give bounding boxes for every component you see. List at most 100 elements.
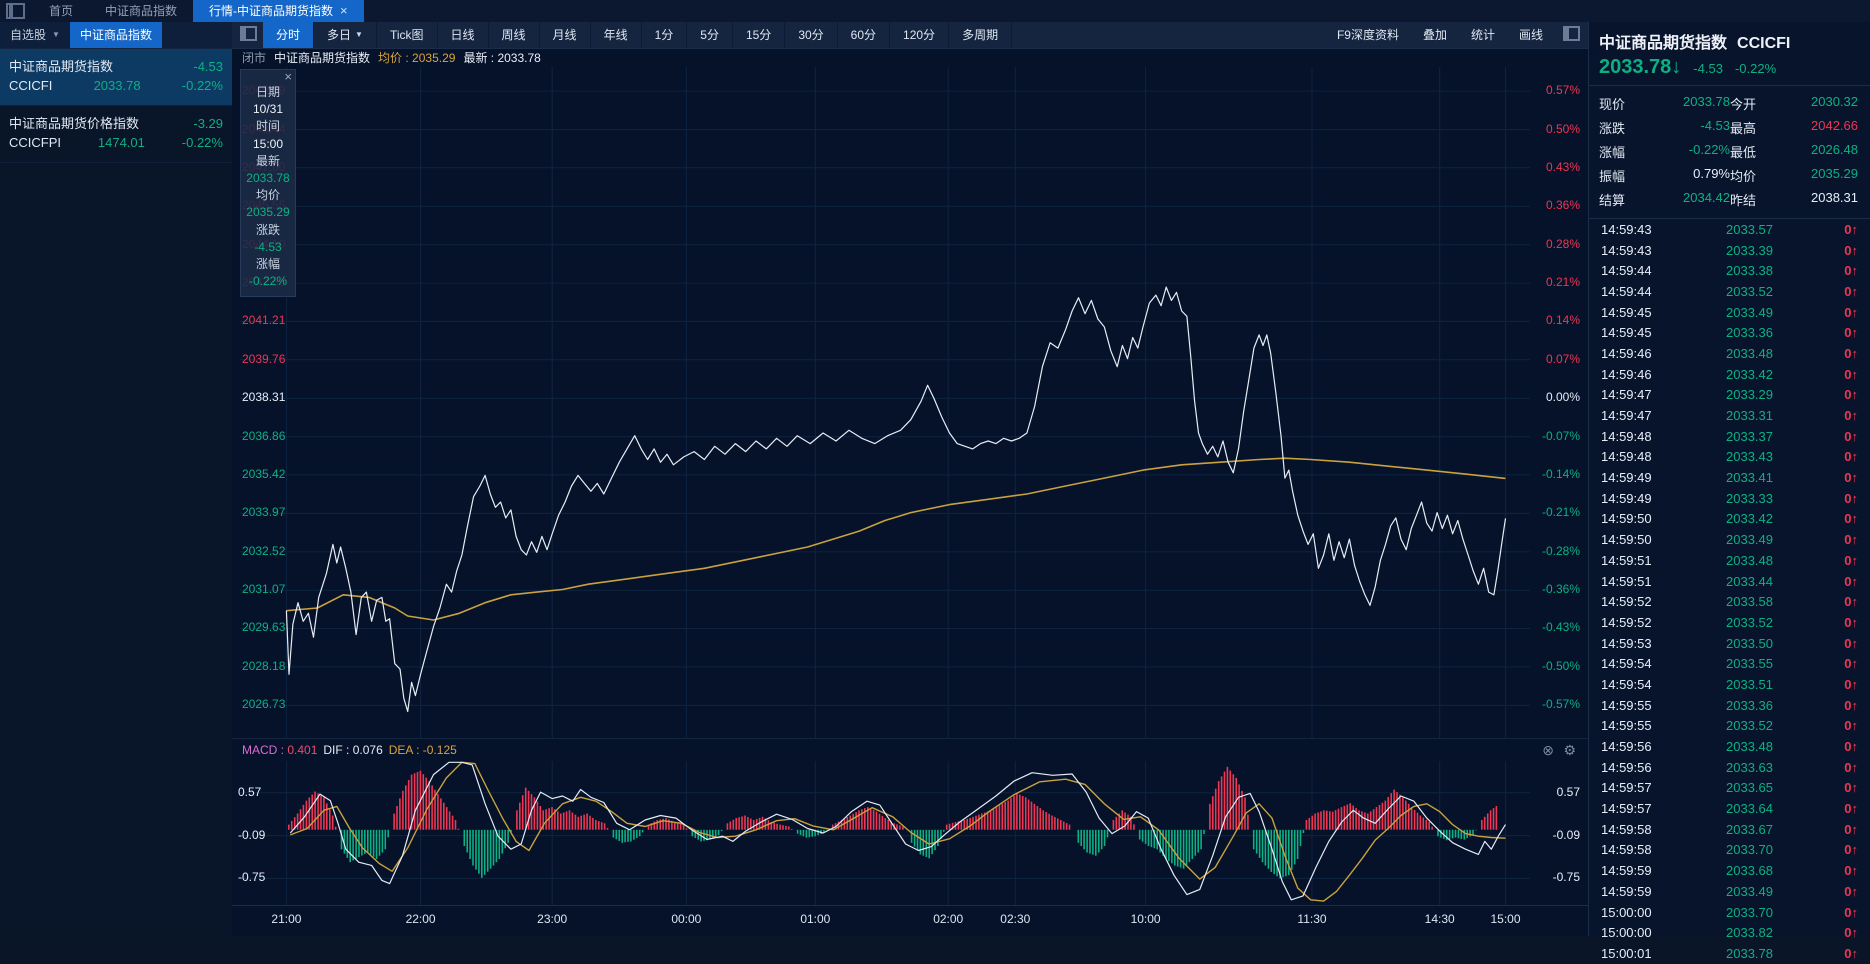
tick-row[interactable]: 14:59:57 2033.65 0↑ <box>1589 778 1870 799</box>
price-chart-canvas[interactable] <box>240 67 1530 738</box>
tick-row[interactable]: 14:59:48 2033.37 0↑ <box>1589 426 1870 447</box>
period-button[interactable]: Tick图 <box>377 22 438 48</box>
tick-row[interactable]: 14:59:52 2033.52 0↑ <box>1589 612 1870 633</box>
window-titlebar: 首页 中证商品指数 行情-中证商品期货指数 × <box>0 0 1870 22</box>
drawline-button[interactable]: 画线 <box>1518 28 1543 42</box>
tick-price: 2033.70 <box>1726 904 1773 920</box>
tick-row[interactable]: 14:59:54 2033.51 0↑ <box>1589 674 1870 695</box>
tick-row[interactable]: 14:59:57 2033.64 0↑ <box>1589 798 1870 819</box>
tick-row[interactable]: 14:59:47 2033.31 0↑ <box>1589 405 1870 426</box>
period-button[interactable]: 1分 <box>642 22 688 48</box>
window-tab[interactable]: 行情-中证商品期货指数 × <box>193 0 364 22</box>
tick-row[interactable]: 14:59:47 2033.29 0↑ <box>1589 385 1870 406</box>
f9-depth-button[interactable]: F9深度资料 <box>1336 28 1399 42</box>
arrow-up-icon: ↑ <box>1851 408 1859 424</box>
overlay-button[interactable]: 叠加 <box>1422 28 1447 42</box>
watchlist-item[interactable]: 中证商品期货指数 -4.53 CCICFI 2033.78 -0.22% <box>0 49 232 106</box>
tick-row[interactable]: 15:00:01 2033.78 0↑ <box>1589 943 1870 964</box>
tick-volume: 0↑ <box>1844 863 1858 879</box>
tick-price: 2033.49 <box>1726 883 1773 899</box>
tick-time: 14:59:55 <box>1601 697 1652 713</box>
quote-change: -4.53 <box>1693 61 1723 76</box>
period-button[interactable]: 30分 <box>785 22 838 48</box>
tick-row[interactable]: 14:59:56 2033.63 0↑ <box>1589 757 1870 778</box>
tick-row[interactable]: 14:59:51 2033.48 0↑ <box>1589 550 1870 571</box>
tick-row[interactable]: 14:59:59 2033.49 0↑ <box>1589 881 1870 902</box>
period-button[interactable]: 周线 <box>489 22 540 48</box>
tick-price: 2033.55 <box>1726 656 1773 672</box>
period-button[interactable]: 多日 ▼ <box>314 22 377 48</box>
quote-last-price: 2033.78↓ <box>1599 56 1682 78</box>
watchlist-group-dropdown[interactable]: 自选股 ▼ <box>0 22 70 48</box>
tick-volume: 0↑ <box>1844 387 1858 403</box>
tooltip-field-label: 时间 <box>255 119 280 134</box>
close-icon[interactable]: × <box>284 69 292 84</box>
time-axis-label: 14:30 <box>1424 912 1455 926</box>
tick-row[interactable]: 14:59:58 2033.67 0↑ <box>1589 819 1870 840</box>
tick-row[interactable]: 14:59:59 2033.68 0↑ <box>1589 860 1870 881</box>
percent-axis-label: 0.00% <box>1545 390 1580 405</box>
price-plot-area: 2049.892048.442047.002045.552044.102042.… <box>232 67 1588 738</box>
tick-row[interactable]: 14:59:46 2033.48 0↑ <box>1589 343 1870 364</box>
arrow-up-icon: ↑ <box>1851 366 1859 382</box>
percent-axis-label: 0.36% <box>1545 198 1580 213</box>
stat-label: 振幅 <box>1599 169 1626 184</box>
window-tabs: 首页 中证商品指数 行情-中证商品期货指数 × <box>33 0 364 22</box>
window-tab[interactable]: 中证商品指数 <box>89 0 193 22</box>
tick-volume: 0↑ <box>1844 552 1858 568</box>
layout-toggle-icon[interactable] <box>1563 26 1580 41</box>
tick-price: 2033.43 <box>1726 449 1773 465</box>
period-button[interactable]: 分时 <box>263 22 315 48</box>
pane-icon[interactable] <box>240 26 257 41</box>
period-button[interactable]: 日线 <box>438 22 489 48</box>
tick-row[interactable]: 14:59:46 2033.42 0↑ <box>1589 364 1870 385</box>
tick-row[interactable]: 15:00:00 2033.70 0↑ <box>1589 902 1870 923</box>
indicator-settings-icon[interactable]: ⚙ <box>1563 742 1576 758</box>
tick-row[interactable]: 14:59:44 2033.52 0↑ <box>1589 281 1870 302</box>
percent-axis-label: 0.21% <box>1545 275 1580 290</box>
tick-row[interactable]: 14:59:58 2033.70 0↑ <box>1589 840 1870 861</box>
period-button[interactable]: 15分 <box>733 22 786 48</box>
watchlist-item[interactable]: 中证商品期货价格指数 -3.29 CCICFPI 1474.01 -0.22% <box>0 106 232 163</box>
tick-row[interactable]: 14:59:45 2033.49 0↑ <box>1589 302 1870 323</box>
tick-time: 14:59:57 <box>1601 801 1652 817</box>
tick-row[interactable]: 14:59:49 2033.41 0↑ <box>1589 467 1870 488</box>
tick-row[interactable]: 15:00:00 2033.82 0↑ <box>1589 922 1870 943</box>
watchlist-panel: 自选股 ▼ 中证商品指数 中证商品期货指数 -4.53 CCICFI 2033.78 -… <box>0 22 233 936</box>
price-axis-label: 2031.07 <box>242 582 286 597</box>
period-button[interactable]: 年线 <box>591 22 642 48</box>
tick-row[interactable]: 14:59:50 2033.49 0↑ <box>1589 529 1870 550</box>
avg-price-readout: 均价 : 2035.29 <box>378 51 456 65</box>
arrow-up-icon: ↑ <box>1851 697 1859 713</box>
tick-row[interactable]: 14:59:48 2033.43 0↑ <box>1589 447 1870 468</box>
stat-label: 结算 <box>1599 193 1626 208</box>
macd-chart-canvas[interactable] <box>240 761 1530 905</box>
period-button[interactable]: 多周期 <box>949 22 1013 48</box>
tick-row[interactable]: 14:59:56 2033.48 0↑ <box>1589 736 1870 757</box>
quote-instrument-name: 中证商品期货指数 <box>1599 35 1728 52</box>
period-button[interactable]: 5分 <box>687 22 733 48</box>
tick-row[interactable]: 14:59:45 2033.36 0↑ <box>1589 322 1870 343</box>
period-button[interactable]: 120分 <box>890 22 950 48</box>
period-button[interactable]: 60分 <box>838 22 891 48</box>
tooltip-field-label: 均价 <box>255 188 280 203</box>
indicator-close-icon[interactable]: ⊗ <box>1542 742 1554 758</box>
tick-row[interactable]: 14:59:55 2033.52 0↑ <box>1589 716 1870 737</box>
tick-price: 2033.37 <box>1726 428 1773 444</box>
tick-row[interactable]: 14:59:43 2033.39 0↑ <box>1589 240 1870 261</box>
tick-row[interactable]: 14:59:44 2033.38 0↑ <box>1589 260 1870 281</box>
tick-row[interactable]: 14:59:50 2033.42 0↑ <box>1589 509 1870 530</box>
tick-row[interactable]: 14:59:43 2033.57 0↑ <box>1589 219 1870 240</box>
tick-row[interactable]: 14:59:49 2033.33 0↑ <box>1589 488 1870 509</box>
tick-row[interactable]: 14:59:55 2033.36 0↑ <box>1589 695 1870 716</box>
tick-row[interactable]: 14:59:53 2033.50 0↑ <box>1589 633 1870 654</box>
window-tab[interactable]: 首页 <box>33 0 89 22</box>
close-icon[interactable]: × <box>340 3 348 18</box>
tick-row[interactable]: 14:59:52 2033.58 0↑ <box>1589 591 1870 612</box>
watchlist-group-tab[interactable]: 中证商品指数 <box>69 22 162 48</box>
time-axis-label: 21:00 <box>271 912 302 926</box>
tick-row[interactable]: 14:59:51 2033.44 0↑ <box>1589 571 1870 592</box>
period-button[interactable]: 月线 <box>540 22 591 48</box>
tick-row[interactable]: 14:59:54 2033.55 0↑ <box>1589 653 1870 674</box>
statistics-button[interactable]: 统计 <box>1470 28 1495 42</box>
